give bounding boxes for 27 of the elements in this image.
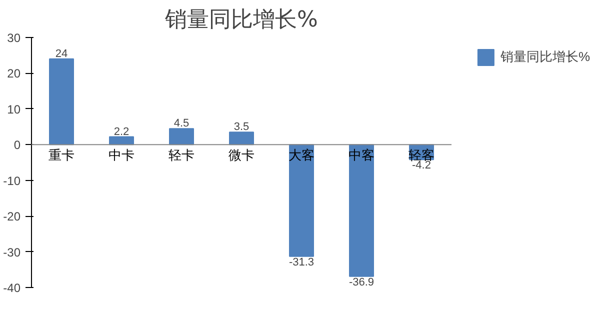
y-tick-label: -30 [3,245,21,260]
data-label: 3.5 [234,121,250,134]
y-tick-label: -20 [3,210,21,224]
x-tick-label: 大客 [288,148,314,164]
bar [49,58,74,146]
y-tick-label: -40 [3,281,21,295]
chart-title: 销量同比增长% [164,8,318,32]
x-tick-label: 微卡 [228,148,254,164]
x-tick-label: 轻卡 [168,148,194,164]
bar [349,144,374,277]
bar [229,132,254,146]
x-tick-label: 中客 [348,148,374,164]
data-label: 24 [55,48,68,60]
y-tick-label: 20 [7,66,21,81]
y-tick-label: 30 [7,31,21,45]
y-tick-label: -10 [3,174,21,188]
x-tick-label: 中卡 [108,148,134,164]
bar [169,128,194,146]
y-tick-label: 0 [14,138,21,152]
bar [289,144,314,257]
data-label: 2.2 [114,126,130,138]
legend-label: 销量同比增长% [500,48,590,66]
data-label: -31.3 [288,256,314,268]
data-label: -36.9 [348,276,374,288]
y-tick-label: 10 [7,102,21,116]
x-tick-label: 重卡 [48,148,74,164]
data-label: 4.5 [174,118,190,130]
